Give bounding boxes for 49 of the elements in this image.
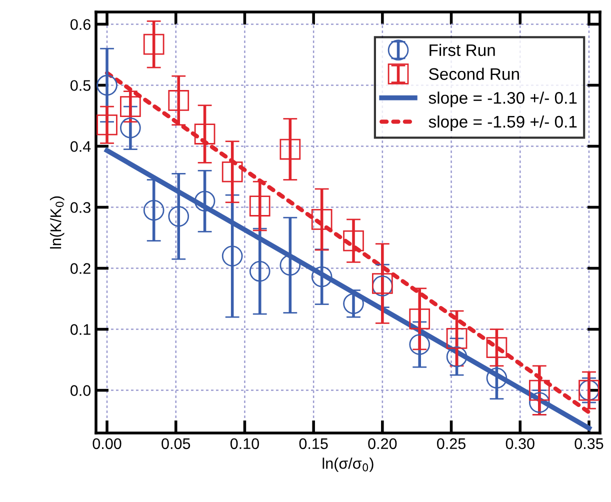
point (143, 34, 164, 55)
point (168, 206, 190, 227)
y-tick-label: 0.6 (70, 19, 90, 30)
y-tick-label: 0.3 (70, 202, 90, 213)
point (249, 196, 270, 216)
y-tick-label: 0.4 (70, 141, 91, 152)
x-tick-label: 0.30 (506, 438, 534, 450)
point (446, 328, 468, 349)
point (280, 138, 301, 160)
point (222, 161, 243, 182)
point (280, 254, 301, 276)
point (96, 114, 118, 136)
point (343, 230, 364, 252)
y-tick-label: 0.0 (70, 385, 91, 396)
x-tick-label: 0.20 (368, 438, 397, 450)
x-tick-label: 0.35 (574, 438, 604, 450)
point (528, 380, 550, 401)
point (343, 293, 364, 314)
point (194, 124, 216, 144)
point (446, 346, 468, 368)
point (528, 392, 550, 413)
point (194, 190, 216, 212)
x-tick-label: 0.00 (92, 438, 122, 450)
x-tick-label: 0.25 (437, 438, 466, 450)
y-tick-label: 0.2 (70, 263, 90, 274)
x-tick-label: 0.15 (299, 438, 328, 450)
point (409, 334, 430, 355)
legend-label: slope = -1.59 +/- 0.1 (428, 115, 577, 131)
point (143, 200, 164, 221)
legend-label: slope = -1.30 +/- 0.1 (428, 92, 577, 108)
x-tick-label: 0.10 (230, 438, 259, 450)
point (120, 118, 141, 138)
point (486, 368, 508, 389)
point (311, 266, 332, 288)
point (409, 308, 430, 330)
point (311, 209, 332, 230)
y-axis-title: ln(K/K$_{0}$) (50, 196, 64, 249)
point (120, 96, 141, 117)
point (486, 337, 508, 358)
x-tick-label: 0.05 (162, 438, 190, 450)
point (168, 90, 190, 111)
x-axis-title: ln(σ/σ$_{0}$) (322, 458, 374, 472)
y-tick-label: 0.1 (70, 324, 90, 335)
point (96, 74, 118, 96)
point (222, 246, 243, 266)
point (249, 260, 270, 282)
y-tick-label: 0.5 (70, 80, 90, 91)
legend-label: First Run (430, 44, 495, 56)
legend-label: Second Run (429, 68, 519, 80)
